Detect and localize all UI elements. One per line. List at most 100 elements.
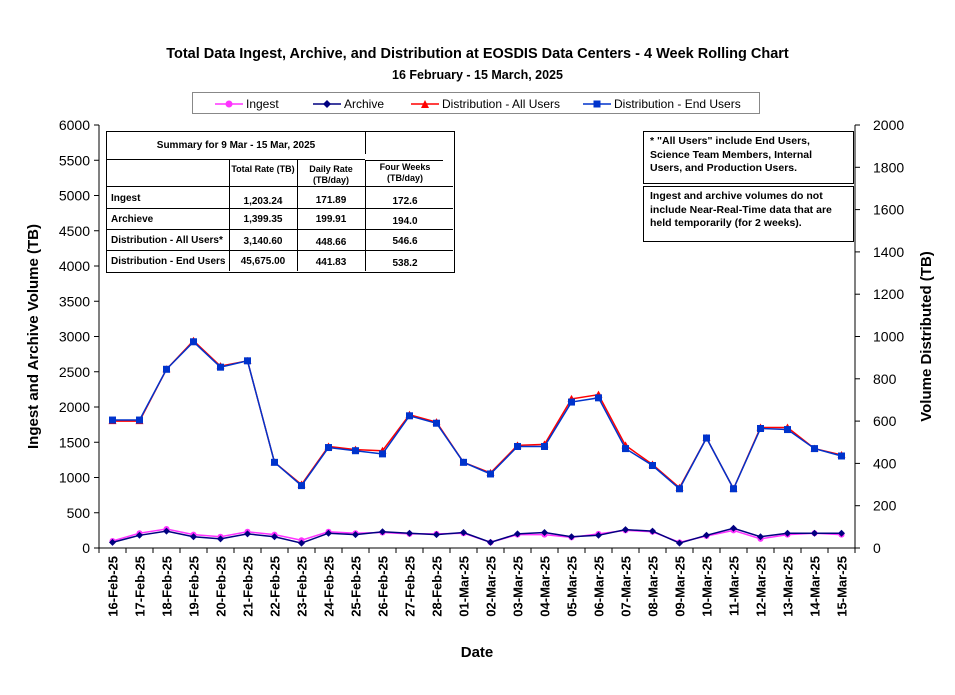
summary-row-four: 172.6 [392, 196, 418, 207]
x-tick-label: 06-Mar-25 [592, 556, 607, 617]
point-distribution-end-users [190, 338, 197, 346]
summary-row-total: 45,675.00 [240, 256, 286, 267]
y-left-tick-label: 1500 [59, 434, 90, 450]
point-distribution-end-users [298, 482, 305, 490]
point-distribution-end-users [244, 357, 251, 365]
x-tick-label: 15-Mar-25 [835, 556, 850, 617]
summary-row-daily: 171.89 [315, 195, 347, 206]
note-nrt: Ingest and archive volumes do not includ… [643, 186, 854, 242]
summary-row-total: 1,203.24 [243, 196, 283, 207]
y-left-tick-label: 2500 [59, 364, 90, 380]
point-archive [352, 531, 359, 539]
y-left-tick-label: 3500 [59, 293, 90, 309]
series-line-distribution-end-users [112, 340, 842, 491]
point-distribution-end-users [109, 416, 116, 424]
point-distribution-end-users [433, 419, 440, 427]
summary-divider [229, 159, 230, 271]
y-right-tick-label: 1400 [873, 244, 904, 260]
point-archive [271, 533, 278, 541]
summary-row-label: Archieve [111, 214, 154, 225]
point-archive [514, 530, 521, 538]
series-line-archive [112, 527, 842, 544]
point-distribution-end-users [595, 394, 602, 402]
summary-title: Summary for 9 Mar - 15 Mar, 2025 [156, 140, 316, 151]
y-left-tick-label: 6000 [59, 117, 90, 133]
summary-divider [107, 186, 453, 187]
point-distribution-end-users [730, 485, 737, 493]
summary-row-total: 1,399.35 [243, 214, 283, 225]
point-archive [325, 529, 332, 537]
y-left-axis-title: Ingest and Archive Volume (TB) [25, 224, 42, 449]
point-distribution-end-users [514, 442, 521, 450]
chart-axis-labels: 0500100015002000250030003500400045005000… [25, 117, 935, 661]
point-distribution-end-users [649, 462, 656, 470]
y-left-tick-label: 5000 [59, 188, 90, 204]
point-distribution-end-users [784, 426, 791, 434]
x-tick-label: 25-Feb-25 [349, 556, 364, 617]
point-distribution-end-users [136, 416, 143, 424]
summary-divider [365, 160, 443, 161]
summary-row-four: 538.2 [392, 258, 418, 269]
legend-swatch-dist-all [411, 100, 439, 108]
point-archive [757, 533, 764, 541]
summary-divider [365, 160, 366, 271]
point-archive [649, 527, 656, 535]
x-tick-label: 19-Feb-25 [187, 556, 202, 617]
x-tick-label: 01-Mar-25 [457, 556, 472, 617]
summary-row-label: Distribution - All Users* [111, 235, 223, 246]
legend-item-archive: Archive [313, 96, 384, 112]
chart-subtitle: 16 February - 15 March, 2025 [392, 68, 563, 82]
point-distribution-end-users [217, 363, 224, 371]
point-distribution-end-users [460, 458, 467, 466]
point-distribution-end-users [703, 434, 710, 442]
summary-col-daily: Daily Rate (TB/day) [309, 164, 353, 185]
y-right-tick-label: 1200 [873, 286, 904, 302]
x-tick-label: 13-Mar-25 [781, 556, 796, 617]
x-tick-label: 28-Feb-25 [430, 556, 445, 617]
point-archive [163, 527, 170, 535]
summary-col-four: Four Weeks (TB/day) [379, 162, 431, 183]
summary-divider [107, 229, 453, 230]
point-distribution-end-users [676, 485, 683, 493]
x-tick-label: 27-Feb-25 [403, 556, 418, 617]
point-archive [568, 533, 575, 541]
y-left-tick-label: 5500 [59, 152, 90, 168]
legend-swatch-dist-end [583, 100, 611, 108]
x-tick-label: 09-Mar-25 [673, 556, 688, 617]
summary-divider [107, 208, 453, 209]
point-distribution-end-users [811, 445, 818, 453]
point-distribution-end-users [487, 470, 494, 478]
x-tick-label: 21-Feb-25 [241, 556, 256, 617]
legend-label-dist-end: Distribution - End Users [614, 97, 741, 111]
summary-divider [297, 159, 298, 271]
legend-label-ingest: Ingest [246, 97, 279, 111]
x-tick-label: 18-Feb-25 [160, 556, 175, 617]
legend-item-dist-all: Distribution - All Users [411, 96, 560, 112]
point-distribution-end-users [379, 450, 386, 458]
y-left-tick-label: 4000 [59, 258, 90, 274]
x-tick-label: 14-Mar-25 [808, 556, 823, 617]
summary-row-total: 3,140.60 [243, 236, 283, 247]
summary-row-four: 194.0 [392, 216, 418, 227]
chart-series-layer [108, 336, 846, 547]
point-archive [622, 526, 629, 534]
x-tick-label: 12-Mar-25 [754, 556, 769, 617]
y-right-tick-label: 400 [873, 455, 897, 471]
summary-divider [365, 132, 366, 154]
x-tick-label: 17-Feb-25 [133, 556, 148, 617]
summary-row-daily: 448.66 [315, 237, 347, 248]
x-tick-label: 24-Feb-25 [322, 556, 337, 617]
point-distribution-end-users [568, 398, 575, 406]
point-distribution-end-users [757, 425, 764, 433]
y-left-tick-label: 1000 [59, 470, 90, 486]
point-archive [487, 538, 494, 546]
legend-label-archive: Archive [344, 97, 385, 111]
x-tick-label: 10-Mar-25 [700, 556, 715, 617]
y-right-tick-label: 0 [873, 540, 881, 556]
point-archive [595, 531, 602, 539]
summary-divider [107, 159, 365, 160]
point-archive [730, 524, 737, 532]
y-right-tick-label: 800 [873, 371, 897, 387]
y-left-tick-label: 2000 [59, 399, 90, 415]
